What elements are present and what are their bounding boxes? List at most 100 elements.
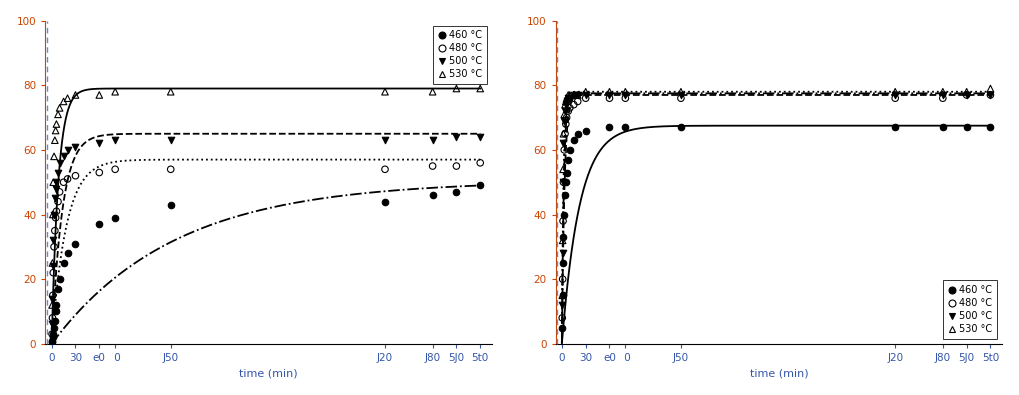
Point bbox=[163, 88, 179, 95]
Point bbox=[554, 292, 571, 299]
Point bbox=[50, 198, 66, 205]
Point bbox=[557, 108, 574, 114]
Point bbox=[561, 147, 578, 153]
Point bbox=[554, 276, 571, 282]
Point bbox=[48, 186, 64, 192]
Point bbox=[578, 92, 594, 98]
Point bbox=[45, 269, 61, 276]
Point bbox=[107, 88, 123, 95]
Point bbox=[59, 95, 75, 102]
Point bbox=[45, 179, 61, 185]
Point bbox=[560, 108, 577, 114]
Point bbox=[46, 153, 62, 160]
Point bbox=[558, 95, 575, 102]
Point bbox=[673, 88, 689, 95]
Point bbox=[555, 234, 572, 240]
Point bbox=[982, 124, 999, 130]
Point bbox=[982, 92, 999, 98]
Point bbox=[557, 102, 574, 108]
Point bbox=[425, 88, 441, 95]
Point bbox=[59, 147, 75, 153]
Point bbox=[44, 260, 60, 266]
Point bbox=[959, 124, 975, 130]
Point bbox=[48, 214, 64, 221]
Point bbox=[601, 88, 618, 95]
Point bbox=[472, 85, 488, 92]
Point bbox=[888, 95, 904, 102]
Point bbox=[555, 166, 572, 173]
Point bbox=[48, 208, 64, 214]
Point bbox=[47, 228, 63, 234]
Point bbox=[570, 98, 586, 105]
X-axis label: time (min): time (min) bbox=[750, 368, 808, 378]
Point bbox=[45, 263, 61, 269]
Point bbox=[673, 92, 689, 98]
Point bbox=[566, 137, 582, 143]
Point bbox=[554, 315, 571, 321]
Point bbox=[48, 302, 64, 308]
Point bbox=[472, 182, 488, 188]
Point bbox=[558, 98, 575, 105]
Point bbox=[472, 134, 488, 140]
Point bbox=[556, 111, 573, 118]
Point bbox=[555, 179, 572, 185]
Point bbox=[618, 95, 634, 102]
Point bbox=[48, 127, 64, 134]
Point bbox=[570, 92, 586, 98]
Point bbox=[554, 302, 571, 308]
Point bbox=[560, 95, 577, 102]
Point bbox=[554, 292, 571, 299]
Point bbox=[163, 166, 179, 173]
Legend: 460 °C, 480 °C, 500 °C, 530 °C: 460 °C, 480 °C, 500 °C, 530 °C bbox=[943, 280, 998, 339]
Point bbox=[55, 260, 71, 266]
Point bbox=[55, 179, 71, 185]
Point bbox=[67, 143, 84, 150]
Point bbox=[44, 337, 60, 344]
Point bbox=[618, 88, 634, 95]
Point bbox=[67, 241, 84, 247]
Point bbox=[557, 98, 574, 105]
Point bbox=[578, 127, 594, 134]
Point bbox=[448, 189, 465, 195]
Point bbox=[557, 131, 574, 137]
Point bbox=[47, 137, 63, 143]
Point bbox=[557, 192, 574, 198]
Point bbox=[566, 102, 582, 108]
Point bbox=[555, 131, 572, 137]
Point bbox=[673, 95, 689, 102]
Point bbox=[45, 237, 61, 244]
Point bbox=[959, 92, 975, 98]
Point bbox=[673, 124, 689, 130]
Point bbox=[163, 137, 179, 143]
Point bbox=[560, 156, 577, 163]
Point bbox=[425, 137, 441, 143]
Point bbox=[934, 92, 951, 98]
Point bbox=[570, 92, 586, 98]
Point bbox=[44, 339, 60, 345]
Point bbox=[601, 95, 618, 102]
Point bbox=[558, 169, 575, 176]
Point bbox=[566, 92, 582, 98]
Point bbox=[556, 118, 573, 124]
Point bbox=[888, 124, 904, 130]
Point bbox=[45, 334, 61, 340]
Point bbox=[554, 324, 571, 331]
Point bbox=[59, 176, 75, 182]
Point bbox=[48, 121, 64, 127]
Point bbox=[163, 202, 179, 208]
Point bbox=[934, 124, 951, 130]
Point bbox=[46, 324, 62, 331]
Point bbox=[448, 134, 465, 140]
Point bbox=[959, 92, 975, 98]
Point bbox=[601, 92, 618, 98]
Point bbox=[107, 166, 123, 173]
Point bbox=[51, 160, 67, 166]
Point bbox=[425, 163, 441, 169]
Point bbox=[377, 198, 393, 205]
Point bbox=[888, 92, 904, 98]
Point bbox=[50, 111, 66, 118]
Point bbox=[44, 295, 60, 302]
Point bbox=[44, 302, 60, 308]
Point bbox=[982, 85, 999, 92]
Point bbox=[561, 95, 578, 102]
